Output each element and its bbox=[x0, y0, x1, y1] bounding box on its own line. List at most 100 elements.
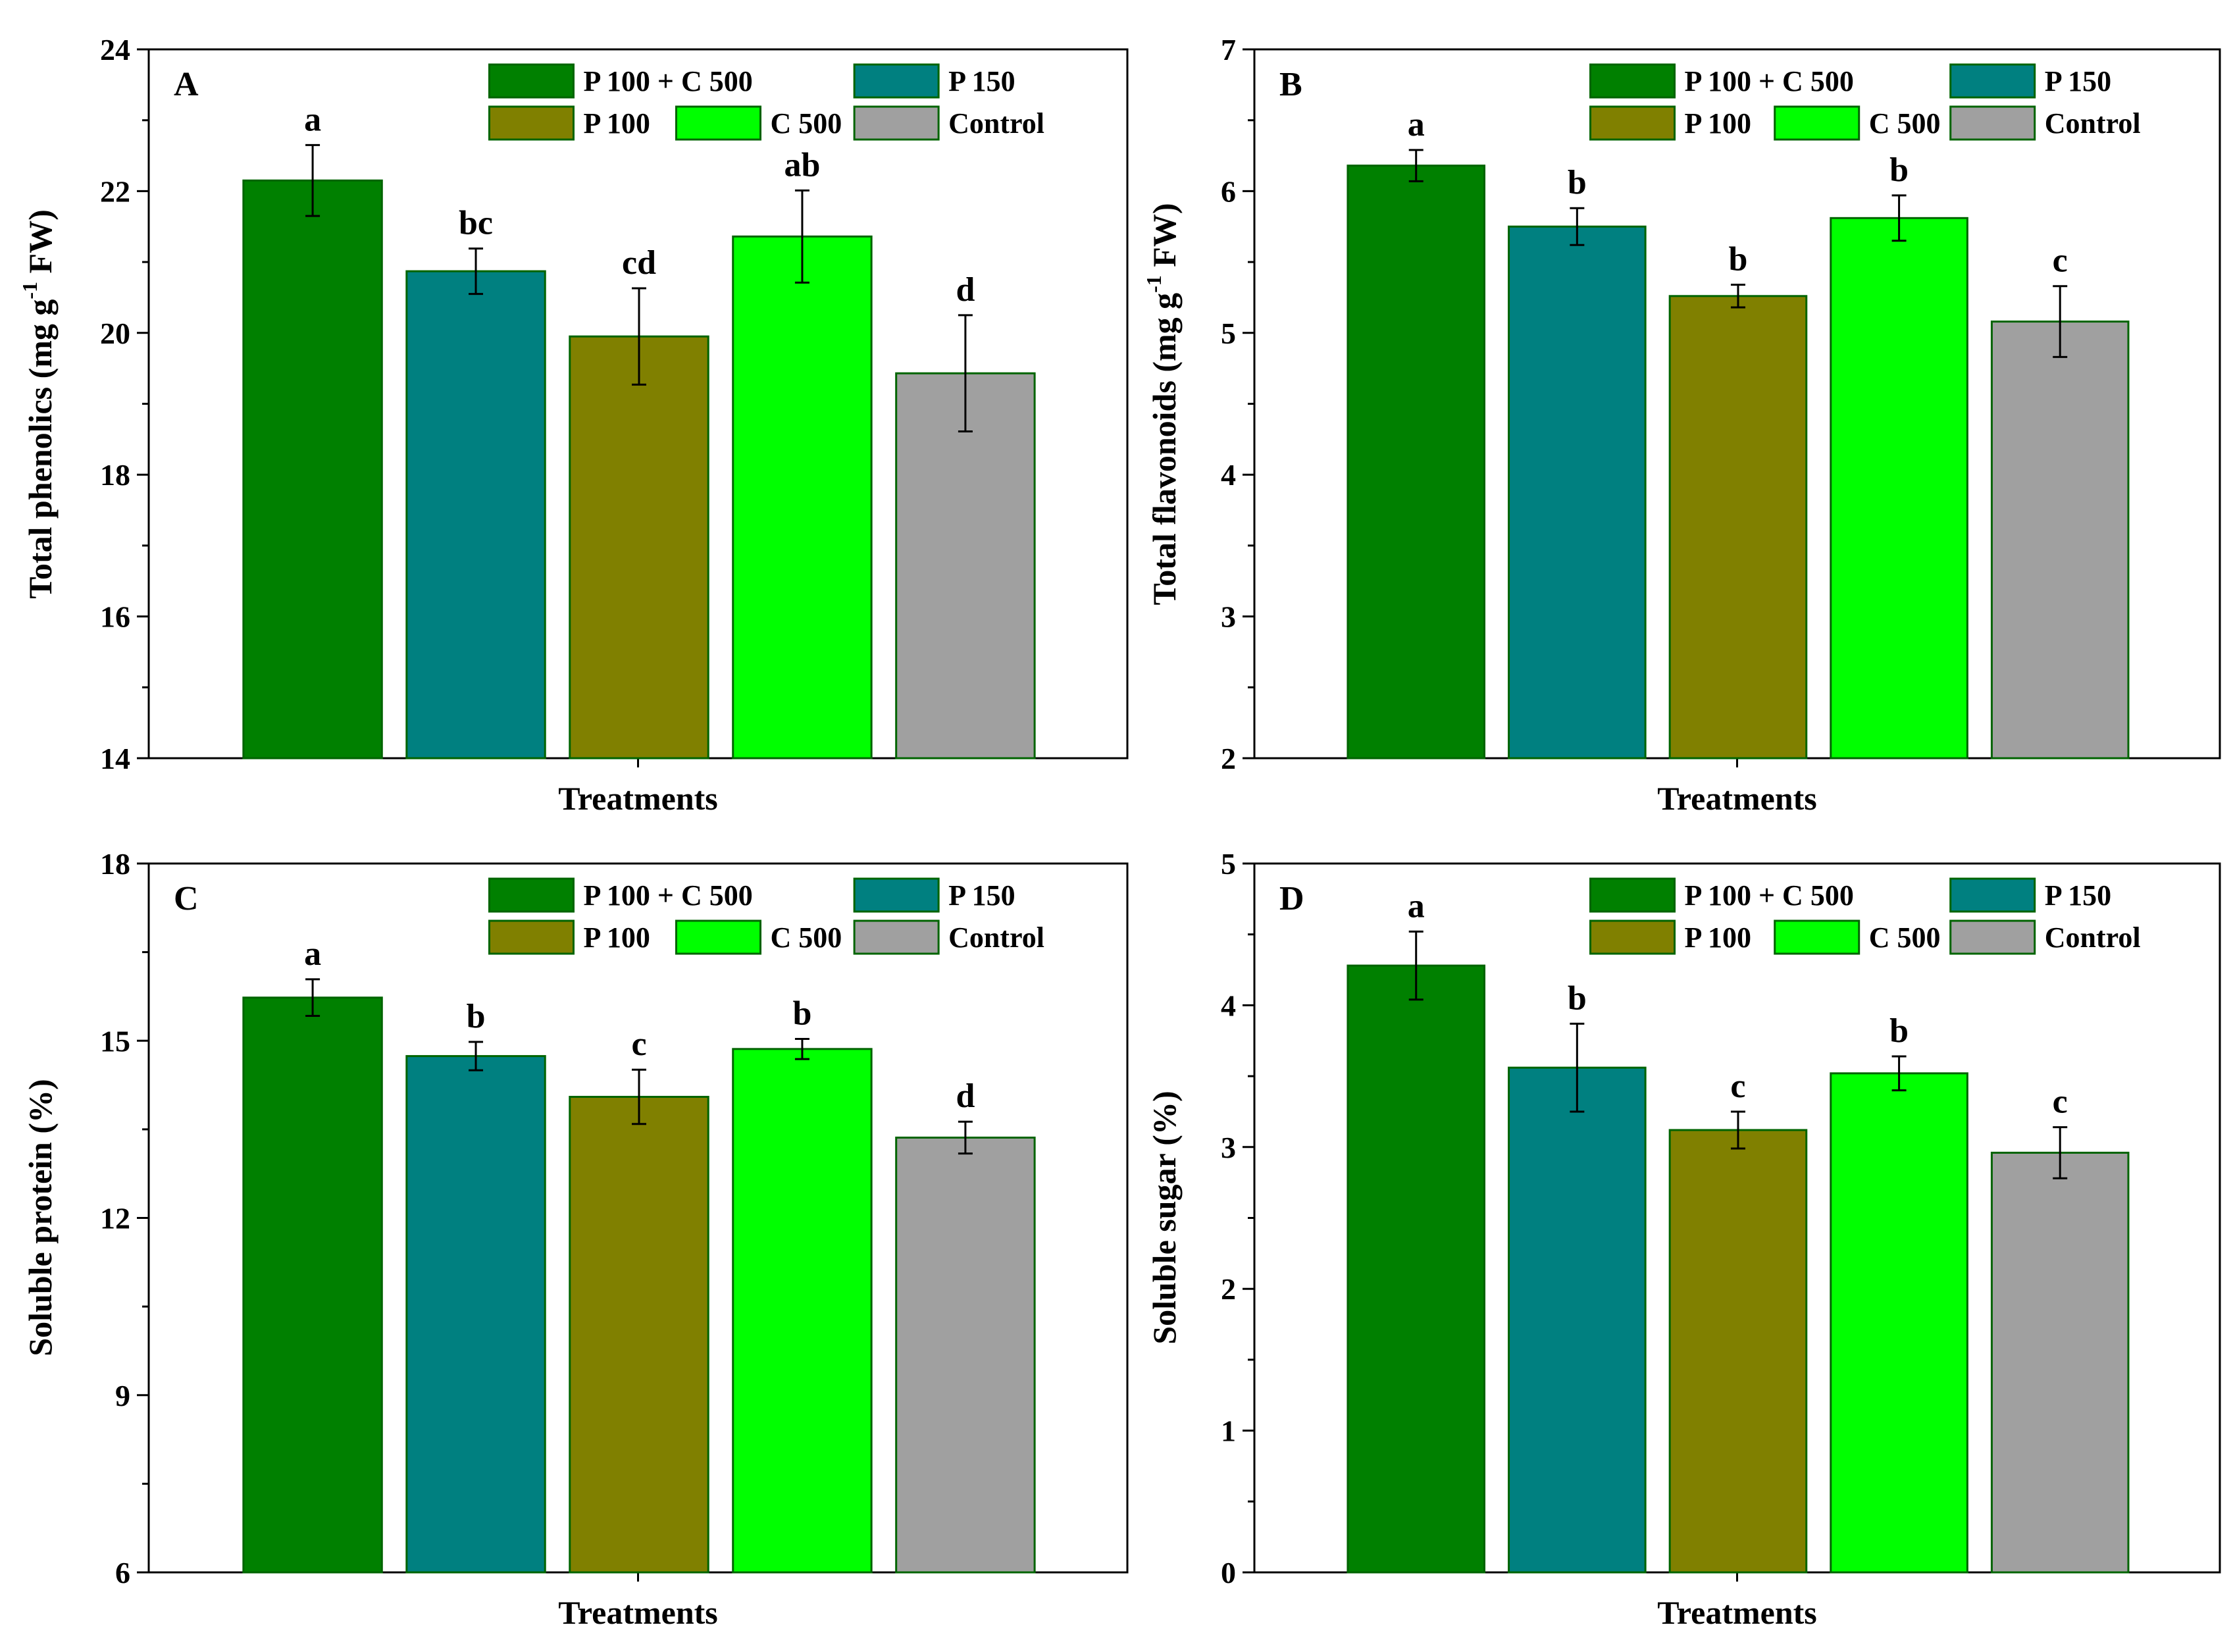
legend-label: C 500 bbox=[770, 107, 842, 140]
significance-label: a bbox=[304, 935, 321, 973]
significance-label: b bbox=[1889, 1012, 1909, 1050]
bar-control bbox=[895, 1136, 1036, 1574]
y-axis-title-superscript: -1 bbox=[18, 282, 41, 299]
legend-label: P 100 bbox=[583, 107, 650, 140]
y-tick-label: 22 bbox=[100, 174, 130, 208]
bar-p-100 bbox=[1668, 1129, 1808, 1574]
legend-label: P 150 bbox=[2045, 879, 2111, 912]
significance-label: b bbox=[467, 998, 486, 1035]
y-tick-label: 18 bbox=[100, 458, 130, 492]
bar-control bbox=[1990, 1151, 2130, 1574]
y-axis-title-main: Soluble sugar (%) bbox=[1146, 1091, 1183, 1344]
y-tick-label: 20 bbox=[100, 317, 130, 350]
y-axis-title-end: FW) bbox=[1146, 203, 1183, 276]
legend-label: P 100 + C 500 bbox=[1685, 879, 1854, 912]
significance-label: d bbox=[956, 271, 975, 309]
chart-panel-b: 2 3 4 5 6 7 Total flavonoids (mg g-1 FW) Treatm… bbox=[1142, 33, 2221, 817]
bar-p-100-c-500 bbox=[1347, 165, 1486, 760]
y-axis-title-superscript: -1 bbox=[1142, 275, 1166, 293]
x-axis-title: Treatments bbox=[1657, 780, 1817, 817]
legend-swatch bbox=[1774, 105, 1861, 141]
legend-label: P 100 bbox=[1685, 107, 1751, 140]
legend-swatch bbox=[853, 63, 940, 99]
legend-label: Control bbox=[948, 107, 1044, 140]
y-axis-title: Total phenolics (mg g-1 FW) bbox=[18, 209, 59, 599]
chart-panel-d: 0 1 2 3 4 5 Soluble sugar (%) Treatments D a b c b c P… bbox=[1146, 847, 2221, 1631]
significance-label: c bbox=[2053, 1083, 2068, 1121]
legend-label: P 150 bbox=[948, 879, 1015, 912]
bar-c-500 bbox=[1830, 1072, 1968, 1574]
panel-letter: B bbox=[1279, 66, 1302, 103]
y-axis-title-end: FW) bbox=[22, 209, 59, 282]
y-tick-label: 4 bbox=[1221, 989, 1236, 1022]
panel-letter: C bbox=[174, 880, 199, 917]
legend-label: Control bbox=[2045, 107, 2141, 140]
x-axis-title: Treatments bbox=[1657, 1594, 1817, 1631]
legend-swatch bbox=[1949, 63, 2036, 99]
y-tick-label: 18 bbox=[100, 847, 130, 881]
y-tick-label: 5 bbox=[1221, 317, 1236, 350]
significance-label: d bbox=[956, 1077, 975, 1115]
y-axis-title: Soluble protein (%) bbox=[22, 1079, 59, 1356]
significance-label: ab bbox=[784, 146, 820, 184]
y-tick-label: 9 bbox=[115, 1379, 130, 1412]
legend-swatch bbox=[1589, 919, 1676, 955]
y-tick-label: 14 bbox=[100, 742, 130, 775]
bar-control bbox=[895, 372, 1036, 760]
legend-swatch bbox=[853, 919, 940, 955]
bar-p-100-c-500 bbox=[1347, 964, 1486, 1574]
significance-label: b bbox=[1568, 164, 1587, 201]
legend-swatch bbox=[1589, 63, 1676, 99]
bar-c-500 bbox=[732, 235, 873, 760]
legend-swatch bbox=[488, 63, 575, 99]
x-axis-title: Treatments bbox=[558, 780, 718, 817]
bar-c-500 bbox=[1830, 217, 1968, 760]
legend-swatch bbox=[1949, 105, 2036, 141]
bar-p-100 bbox=[569, 1096, 709, 1574]
y-tick-label: 7 bbox=[1221, 33, 1236, 66]
significance-label: a bbox=[1408, 106, 1425, 143]
legend-swatch bbox=[1589, 105, 1676, 141]
legend-label: Control bbox=[948, 921, 1044, 954]
y-tick-label: 6 bbox=[115, 1556, 130, 1589]
significance-label: cd bbox=[622, 244, 656, 282]
significance-label: b bbox=[792, 995, 811, 1033]
legend-swatch bbox=[488, 105, 575, 141]
y-tick-label: 2 bbox=[1221, 1272, 1236, 1306]
bar-c-500 bbox=[732, 1048, 873, 1574]
legend-swatch bbox=[853, 877, 940, 913]
legend-swatch bbox=[853, 105, 940, 141]
legend-swatch bbox=[1589, 877, 1676, 913]
legend-swatch bbox=[488, 919, 575, 955]
y-tick-label: 1 bbox=[1221, 1414, 1236, 1448]
bar-p-100 bbox=[569, 335, 709, 760]
legend-label: Control bbox=[2045, 921, 2141, 954]
chart-panel-c: 6 9 12 15 18 Soluble protein (%) Treatments Ca b… bbox=[22, 847, 1129, 1631]
y-tick-label: 16 bbox=[100, 600, 130, 634]
bar-p-150 bbox=[405, 1055, 546, 1574]
bar-control bbox=[1990, 321, 2130, 760]
y-tick-label: 3 bbox=[1221, 1131, 1236, 1164]
y-axis-title-main: Total phenolics (mg g bbox=[22, 299, 59, 599]
bar-p-100-c-500 bbox=[242, 996, 383, 1574]
y-tick-label: 5 bbox=[1221, 847, 1236, 881]
legend-swatch bbox=[675, 105, 761, 141]
bar-p-150 bbox=[1508, 1066, 1647, 1574]
legend-swatch bbox=[1949, 919, 2036, 955]
legend-swatch bbox=[675, 919, 761, 955]
panel-letter: A bbox=[174, 66, 199, 103]
y-tick-label: 4 bbox=[1221, 458, 1236, 492]
y-axis-title: Total flavonoids (mg g-1 FW) bbox=[1142, 203, 1183, 606]
y-tick-label: 3 bbox=[1221, 600, 1236, 634]
legend-label: C 500 bbox=[1869, 107, 1941, 140]
y-tick-label: 2 bbox=[1221, 742, 1236, 775]
y-axis-title-main: Soluble protein (%) bbox=[22, 1079, 59, 1356]
bar-p-100 bbox=[1668, 295, 1808, 760]
legend-label: P 100 + C 500 bbox=[583, 65, 752, 97]
significance-label: c bbox=[2053, 242, 2068, 280]
legend-label: P 150 bbox=[948, 65, 1015, 97]
significance-label: bc bbox=[459, 205, 493, 242]
bar-p-150 bbox=[405, 270, 546, 760]
